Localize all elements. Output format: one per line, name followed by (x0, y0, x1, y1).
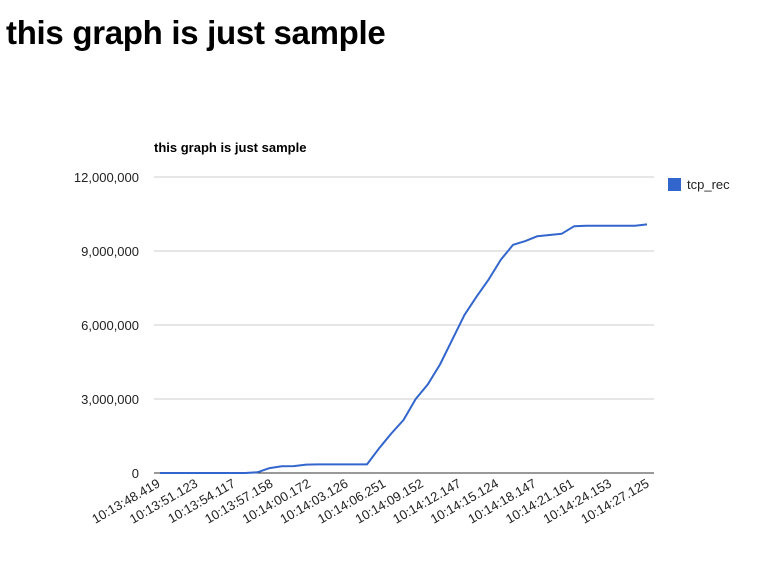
x-axis: 10:13:48.41910:13:51.12310:13:54.11710:1… (89, 476, 651, 527)
y-axis: 0 3,000,000 6,000,000 9,000,000 12,000,000 (74, 170, 139, 481)
y-tick-label: 0 (132, 466, 139, 481)
series-line-tcp_rec (160, 223, 648, 474)
chart-title: this graph is just sample (154, 140, 306, 155)
legend-label: tcp_rec (687, 177, 730, 192)
y-tick-label: 9,000,000 (81, 244, 139, 259)
y-tick-label: 3,000,000 (81, 392, 139, 407)
y-tick-label: 6,000,000 (81, 318, 139, 333)
legend: tcp_rec (668, 177, 730, 192)
y-tick-label: 12,000,000 (74, 170, 139, 185)
legend-swatch (668, 178, 681, 191)
series-layer (160, 223, 648, 474)
grid-layer (154, 176, 654, 474)
page-heading: this graph is just sample (6, 14, 386, 51)
